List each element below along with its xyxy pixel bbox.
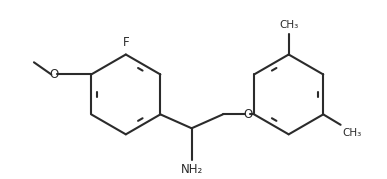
Text: CH₃: CH₃ [342,128,361,138]
Text: CH₃: CH₃ [279,20,298,30]
Text: F: F [123,36,129,49]
Text: NH₂: NH₂ [180,163,203,176]
Text: O: O [243,108,253,121]
Text: O: O [49,68,58,81]
